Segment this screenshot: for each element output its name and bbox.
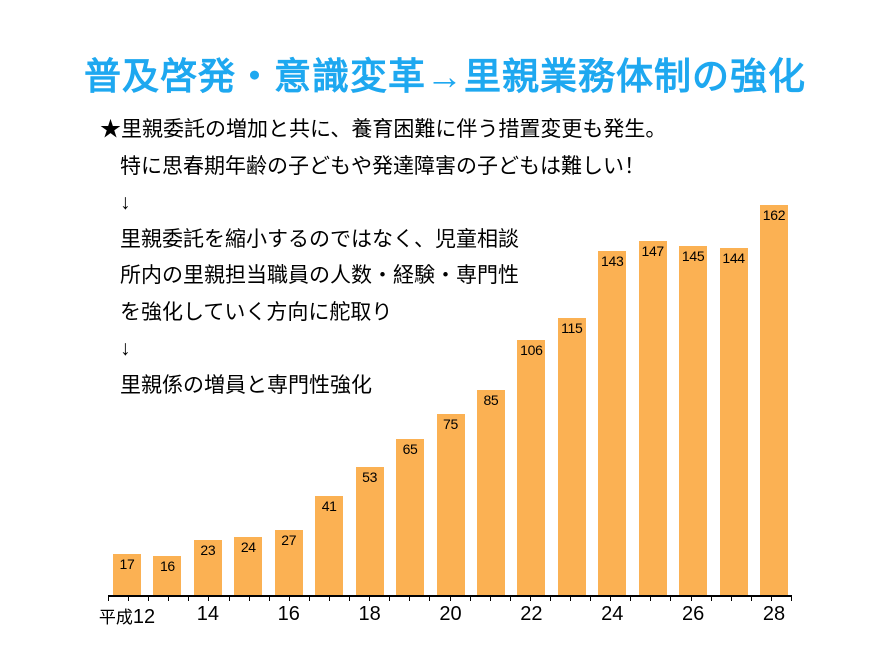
bar-23: 115: [557, 318, 586, 595]
axis-tick: [308, 597, 310, 601]
bar-value-label: 23: [200, 542, 216, 558]
bar-16: 27: [274, 530, 303, 595]
axis-tick: [509, 597, 511, 601]
axis-tick: [650, 597, 652, 601]
axis-tick: [570, 597, 572, 601]
x-axis-labels: 平成12 14 16 18 20 22 24 26 28: [99, 603, 792, 633]
x-axis-label: 24: [601, 603, 624, 625]
x-axis-label: 18: [358, 603, 381, 625]
down-arrow: ↓: [120, 337, 131, 360]
bar-value-label: 65: [402, 441, 418, 457]
bar-19: 65: [396, 439, 425, 595]
axis-tick: [369, 597, 371, 601]
axis-tick: [328, 597, 330, 601]
bar-value-label: 143: [601, 253, 624, 269]
bar-value-label: 17: [119, 556, 135, 572]
axis-tick: [188, 597, 190, 601]
axis-tick: [549, 597, 551, 601]
bar-25: 147: [638, 241, 667, 595]
bar-21: 85: [476, 390, 505, 595]
axis-tick: [248, 597, 250, 601]
down-arrow: ↓: [120, 191, 131, 214]
x-axis-label: 26: [682, 603, 705, 625]
axis-tick: [449, 597, 451, 601]
bar-14: 23: [193, 540, 222, 595]
bar-value-label: 162: [762, 207, 786, 223]
bar-value-label: 24: [240, 539, 256, 555]
bar-value-label: 115: [561, 320, 583, 336]
axis-tick: [690, 597, 692, 601]
axis-tick: [148, 597, 150, 601]
bar-22: 106: [517, 340, 546, 595]
axis-tick: [750, 597, 752, 601]
axis-tick: [630, 597, 632, 601]
axis-tick: [389, 597, 391, 601]
note-line: を強化していく方向に舵取り: [120, 300, 393, 324]
bar-value-label: 27: [281, 532, 297, 548]
axis-tick: [469, 597, 471, 601]
axis-tick: [228, 597, 230, 601]
axis-tick: [610, 597, 612, 601]
axis-tick: [429, 597, 431, 601]
bar-value-label: 145: [681, 248, 705, 264]
axis-tick: [770, 597, 772, 601]
axis-tick: [128, 597, 130, 601]
x-axis-label: 16: [277, 603, 300, 625]
bar-13: 16: [153, 556, 182, 595]
axis-tick: [268, 597, 270, 601]
bar-17: 41: [315, 496, 344, 595]
note-line: ★里親委託の増加と共に、養育困難に伴う措置変更も発生。: [100, 118, 667, 141]
bar-24: 143: [598, 251, 627, 595]
x-axis-line: [108, 595, 792, 597]
bar-20: 75: [436, 414, 465, 595]
axis-tick: [168, 597, 170, 601]
bar-26: 145: [679, 246, 708, 595]
page-title: 普及啓発・意識変革→里親業務体制の強化: [84, 56, 806, 97]
bar-chart: 17 16 23 24 27 41 53 65 75 85 106 115 143 147 145 144 16…: [99, 195, 792, 635]
note-line: 里親係の増員と専門性強化: [120, 373, 372, 397]
x-axis-label: 14: [196, 603, 219, 625]
bar-15: 24: [234, 537, 263, 595]
bar-plot: 17 16 23 24 27 41 53 65 75 85 106 115 143 147 145 144 16…: [108, 195, 792, 595]
note-line: 里親委託を縮小するのではなく、児童相談: [120, 227, 519, 251]
note-line: 特に思春期年齢の子どもや発達障害の子どもは難しい！: [120, 154, 645, 178]
x-axis-ticks: [108, 597, 792, 601]
bar-value-label: 106: [520, 342, 543, 358]
axis-tick: [730, 597, 732, 601]
bar-平成12: 17: [113, 554, 141, 595]
axis-tick: [409, 597, 411, 601]
bar-value-label: 147: [641, 243, 664, 259]
axis-tick: [710, 597, 712, 601]
axis-tick: [108, 597, 109, 601]
x-axis-label: 22: [520, 603, 543, 625]
axis-tick: [529, 597, 531, 601]
x-axis-label: 20: [439, 603, 462, 625]
bar-value-label: 144: [722, 250, 745, 266]
bar-value-label: 75: [443, 416, 458, 432]
bar-27: 144: [719, 248, 748, 595]
x-axis-label: 平成12: [98, 606, 156, 628]
x-axis-label: 28: [762, 603, 786, 625]
bar-28: 162: [760, 205, 788, 595]
axis-tick: [670, 597, 672, 601]
bar-value-label: 16: [159, 558, 175, 574]
axis-tick: [791, 597, 792, 601]
notes-block: ★里親委託の増加と共に、養育困難に伴う措置変更も発生。 特に思春期年齢の子どもや…: [100, 112, 666, 404]
era-prefix: 平成: [98, 608, 133, 627]
note-line: 所内の里親担当職員の人数・経験・専門性: [120, 264, 519, 287]
bar-value-label: 53: [362, 469, 378, 485]
bar-18: 53: [355, 467, 384, 595]
axis-tick: [349, 597, 351, 601]
axis-tick: [288, 597, 290, 601]
bar-value-label: 41: [321, 498, 337, 514]
axis-tick: [208, 597, 210, 601]
axis-tick: [489, 597, 491, 601]
axis-tick: [590, 597, 592, 601]
bar-value-label: 85: [483, 392, 499, 408]
